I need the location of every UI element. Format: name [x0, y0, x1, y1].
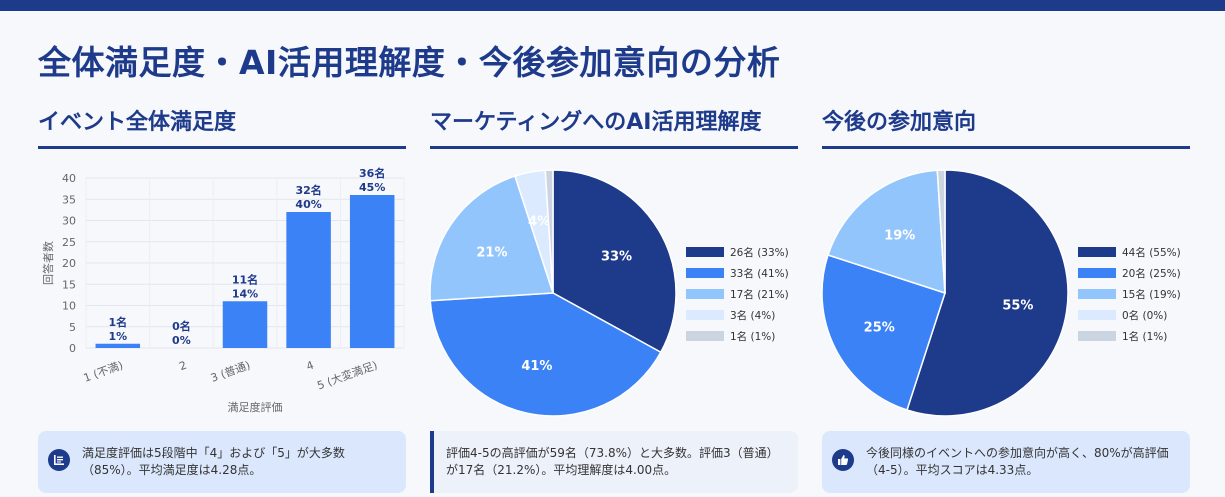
- pie-slice: [429, 175, 555, 302]
- section-title-ai-understanding: マーケティングへのAI活用理解度: [430, 110, 762, 135]
- legend-swatch: [686, 247, 724, 257]
- bar-percent-label: 40%: [295, 198, 321, 211]
- pie-slice-label: 55%: [1002, 299, 1033, 314]
- y-tick-label: 5: [69, 321, 76, 334]
- x-axis-title: 満足度評価: [228, 400, 283, 414]
- page-title: 全体満足度・AI活用理解度・今後参加意向の分析: [38, 43, 781, 82]
- legend-label: 26名 (33%): [730, 246, 789, 259]
- section-title-future-intent: 今後の参加意向: [822, 110, 977, 135]
- pie-slice: [544, 169, 554, 294]
- pie-slice: [429, 292, 662, 417]
- legend-label: 44名 (55%): [1122, 246, 1181, 259]
- legend-label: 1名 (1%): [1122, 330, 1167, 343]
- note-text: 満足度評価は5段階中「4」および「5」が大多数（85%）。平均満足度は4.28点…: [82, 446, 345, 477]
- pie-slice: [827, 169, 946, 295]
- pie-slice-label: 19%: [884, 229, 915, 244]
- x-tick-label: 3 (普通): [209, 358, 252, 385]
- ai-understanding-pie-chart: 33% 41% 21% 4% 26名 (33%) 33名 (41%) 17名 (21%) 3名…: [429, 169, 789, 417]
- legend-swatch: [1078, 289, 1116, 299]
- y-tick-label: 30: [62, 215, 76, 228]
- pie-slice-label: 25%: [864, 321, 895, 336]
- bar-count-label: 11名: [232, 272, 258, 286]
- legend-label: 17名 (21%): [730, 288, 789, 301]
- pie-slice: [821, 254, 946, 411]
- y-tick-label: 0: [69, 342, 76, 355]
- ai-understanding-note: 評価4-5の高評価が59名（73.8%）と大多数。評価3（普通）が17名（21.…: [430, 431, 798, 493]
- bar: [95, 343, 141, 348]
- list-icon: [48, 449, 70, 471]
- satisfaction-note: 満足度評価は5段階中「4」および「5」が大多数（85%）。平均満足度は4.28点…: [38, 431, 406, 493]
- y-tick-label: 40: [62, 172, 76, 185]
- bar: [222, 301, 268, 348]
- top-accent-bar: [0, 0, 1225, 11]
- bar-count-label: 36名: [359, 166, 385, 180]
- bar-percent-label: 0%: [172, 334, 191, 347]
- legend-swatch: [686, 268, 724, 278]
- section-divider: [430, 146, 798, 149]
- bar-count-label: 32名: [295, 183, 321, 197]
- legend-swatch: [686, 289, 724, 299]
- x-tick-label: 4: [305, 359, 316, 374]
- section-divider: [822, 146, 1190, 149]
- future-intent-pie-chart: 55% 25% 19% 44名 (55%) 20名 (25%) 15名 (19%) 0名 (…: [821, 169, 1181, 417]
- bar-count-label: 1名: [108, 315, 127, 329]
- legend-swatch: [1078, 247, 1116, 257]
- legend-swatch: [686, 331, 724, 341]
- section-title-satisfaction: イベント全体満足度: [38, 110, 237, 135]
- y-tick-label: 15: [62, 278, 76, 291]
- x-tick-label: 1 (不満): [82, 359, 125, 385]
- thumbs-up-icon: [832, 449, 854, 471]
- y-tick-label: 35: [62, 193, 76, 206]
- legend-label: 20名 (25%): [1122, 267, 1181, 280]
- pie-slice: [906, 169, 1069, 417]
- y-tick-label: 10: [62, 300, 76, 313]
- pie-slice-label: 4%: [528, 215, 550, 230]
- note-text: 今後同様のイベントへの参加意向が高く、80%が高評価（4-5）。平均スコアは4.…: [866, 446, 1169, 477]
- legend-label: 3名 (4%): [730, 309, 775, 322]
- bar-percent-label: 1%: [108, 330, 127, 343]
- legend-label: 15名 (19%): [1122, 288, 1181, 301]
- x-tick-label: 2: [177, 359, 188, 374]
- x-tick-label: 5 (大変満足): [315, 358, 379, 393]
- bar-count-label: 0名: [172, 319, 191, 333]
- section-divider: [38, 146, 406, 149]
- bar: [286, 212, 331, 348]
- y-axis-title: 回答者数: [41, 241, 55, 285]
- pie-slice: [552, 169, 677, 354]
- legend-label: 33名 (41%): [730, 267, 789, 280]
- bar: [349, 195, 395, 348]
- legend-swatch: [1078, 268, 1116, 278]
- pie-slice: [936, 169, 946, 294]
- y-tick-label: 25: [62, 236, 76, 249]
- legend-label: 0名 (0%): [1122, 309, 1167, 322]
- bar-percent-label: 14%: [232, 287, 258, 300]
- pie-slice-label: 41%: [521, 359, 552, 374]
- pie-slice-label: 21%: [476, 246, 507, 261]
- legend-swatch: [1078, 310, 1116, 320]
- legend-swatch: [1078, 331, 1116, 341]
- note-text: 評価4-5の高評価が59名（73.8%）と大多数。評価3（普通）が17名（21.…: [446, 446, 779, 477]
- pie-slice-label: 33%: [601, 249, 632, 264]
- legend-swatch: [686, 310, 724, 320]
- y-tick-label: 20: [62, 257, 76, 270]
- future-intent-note: 今後同様のイベントへの参加意向が高く、80%が高評価（4-5）。平均スコアは4.…: [822, 431, 1190, 493]
- legend-label: 1名 (1%): [730, 330, 775, 343]
- bar-percent-label: 45%: [359, 181, 385, 194]
